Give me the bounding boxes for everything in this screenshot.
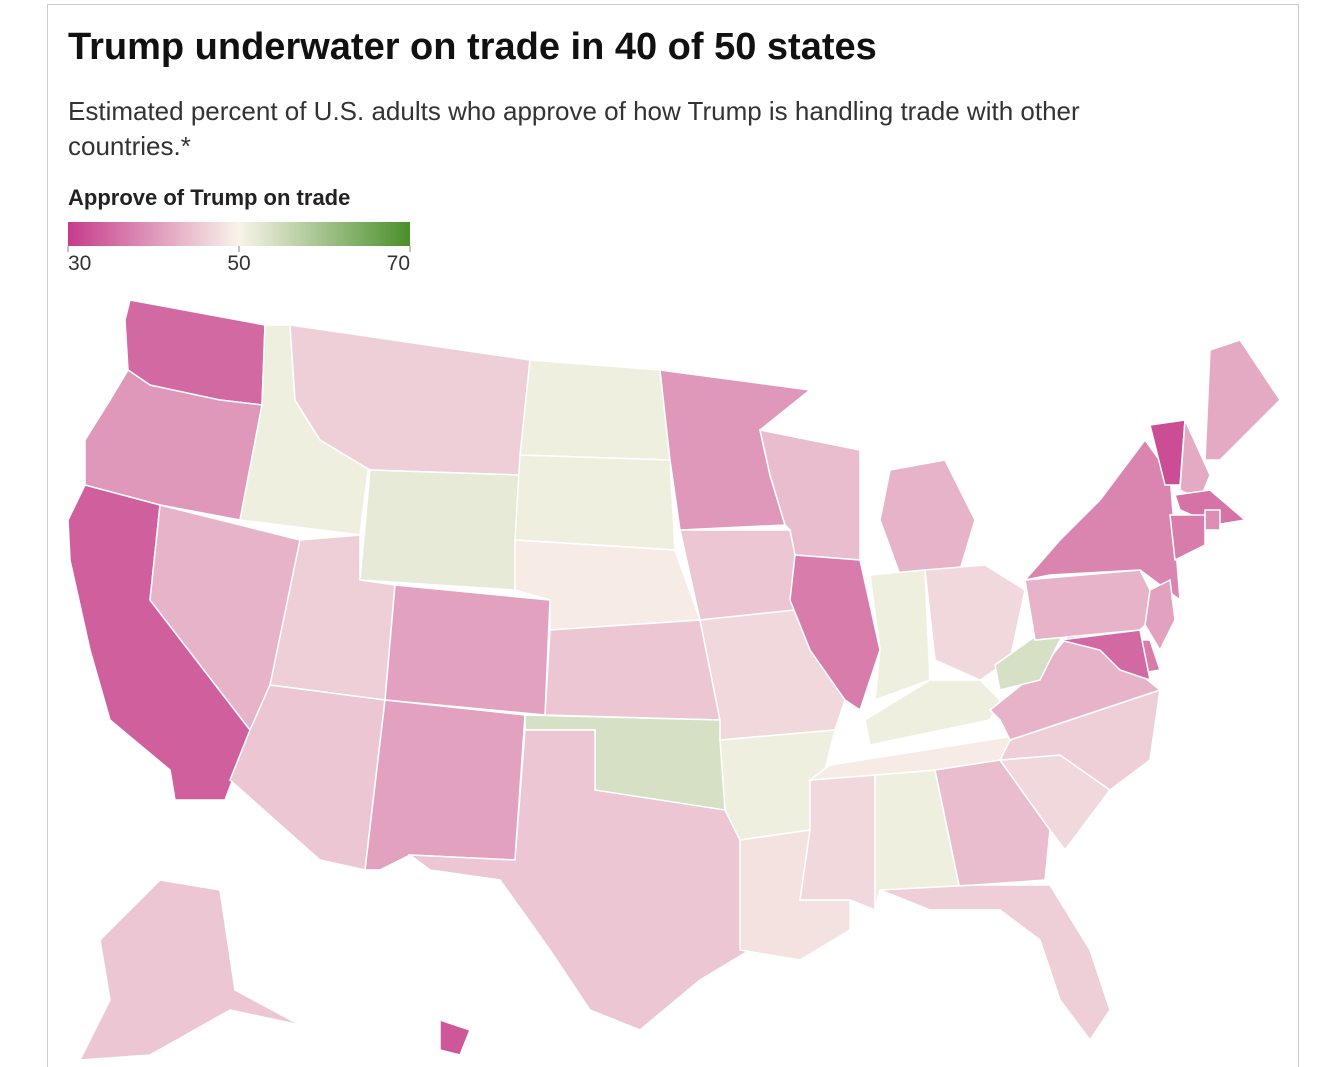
state <box>544 619 721 721</box>
state <box>864 679 1001 746</box>
state <box>679 529 811 621</box>
state <box>789 554 881 712</box>
state <box>84 368 263 521</box>
chart-title: Trump underwater on trade in 40 of 50 st… <box>68 26 877 68</box>
legend-tick-label: 70 <box>387 252 410 275</box>
state <box>514 454 676 551</box>
state <box>799 774 876 912</box>
state <box>879 884 1111 1042</box>
state <box>439 1018 471 1056</box>
state <box>1204 509 1221 531</box>
chart-subtitle: Estimated percent of U.S. adults who app… <box>68 96 1080 161</box>
legend-tick-label: 50 <box>227 252 250 275</box>
state <box>519 359 671 461</box>
legend-title: Approve of Trump on trade <box>68 185 350 210</box>
state <box>78 879 301 1061</box>
state <box>759 429 861 561</box>
state <box>1059 629 1151 682</box>
state <box>1169 514 1206 562</box>
state <box>364 699 526 871</box>
legend-bar <box>68 222 410 246</box>
state <box>879 459 976 576</box>
state <box>384 584 551 716</box>
state <box>359 469 521 591</box>
state <box>407 729 751 1031</box>
legend-tick-label: 30 <box>68 252 91 275</box>
state <box>1144 578 1176 652</box>
state <box>1204 339 1281 461</box>
state <box>869 569 931 702</box>
frame <box>47 4 1299 1067</box>
state <box>1174 489 1247 526</box>
